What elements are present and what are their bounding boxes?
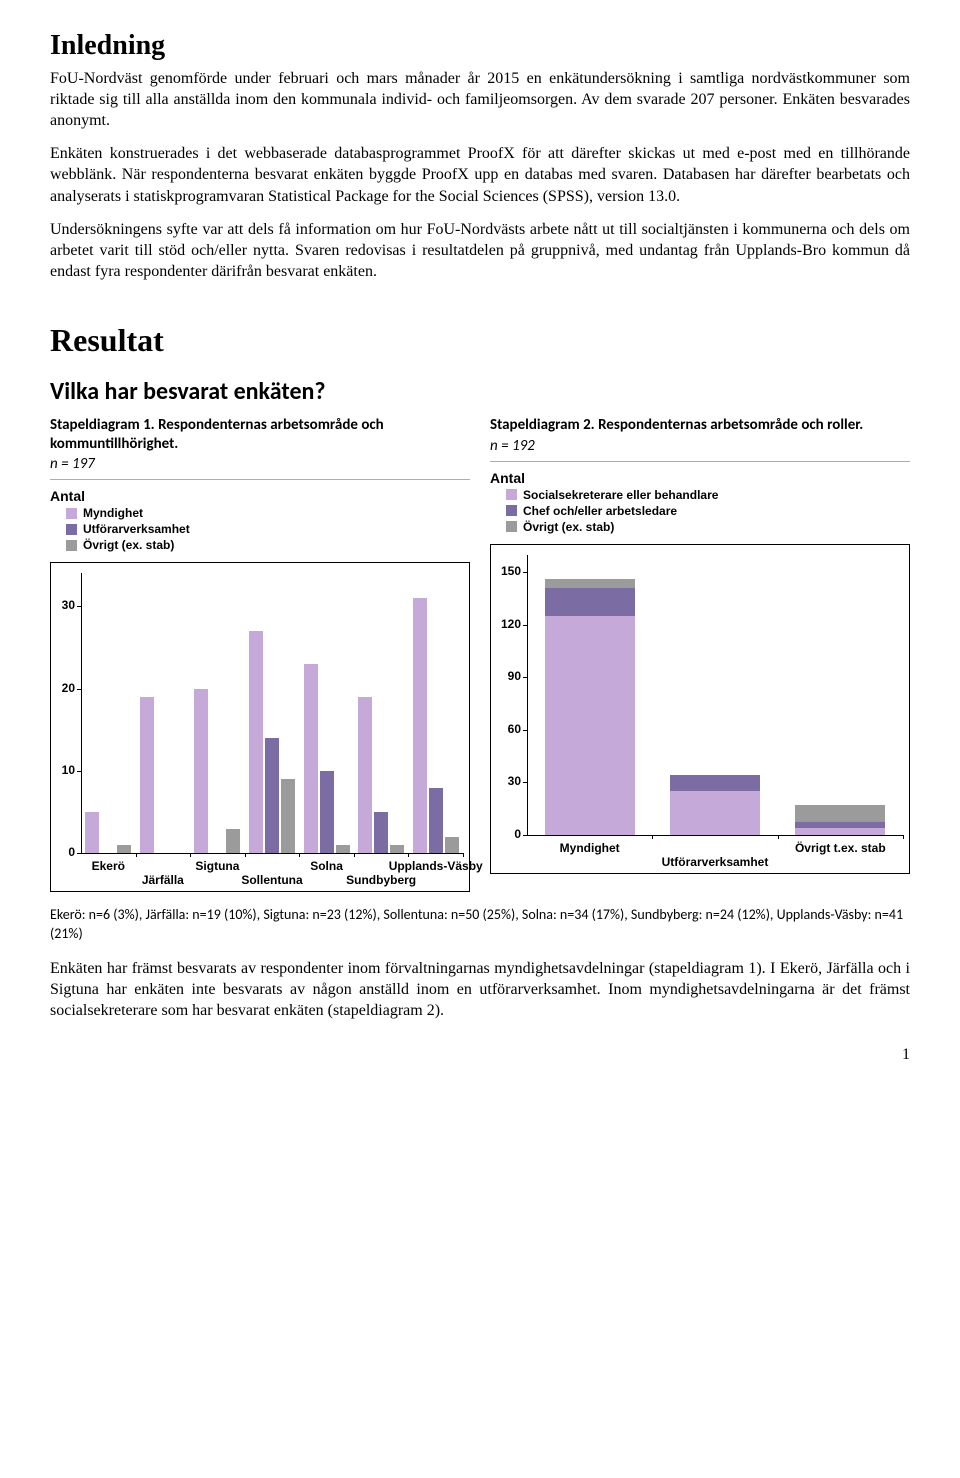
x-tick-label: Solna xyxy=(310,859,343,873)
legend-item: Övrigt (ex. stab) xyxy=(66,538,470,552)
y-tick-label: 30 xyxy=(51,598,75,612)
y-tick-label: 10 xyxy=(51,763,75,777)
bar xyxy=(226,829,240,854)
bar xyxy=(429,788,443,854)
bar xyxy=(140,697,154,853)
para-3: Undersökningens syfte var att dels få in… xyxy=(50,219,910,282)
x-tick-label: Myndighet xyxy=(560,841,620,855)
y-tick-label: 30 xyxy=(491,774,521,788)
para-2: Enkäten konstruerades i det webbaserade … xyxy=(50,143,910,206)
bar xyxy=(445,837,459,853)
bar xyxy=(374,812,388,853)
bar-segment xyxy=(545,616,635,835)
chart1-n: n = 197 xyxy=(50,455,470,473)
bar xyxy=(304,664,318,853)
bar xyxy=(390,845,404,853)
legend-item: Chef och/eller arbetsledare xyxy=(506,504,910,518)
x-tick-label: Sigtuna xyxy=(195,859,239,873)
bar xyxy=(320,771,334,853)
heading-inledning: Inledning xyxy=(50,30,910,62)
legend-swatch xyxy=(506,489,517,500)
y-tick-label: 150 xyxy=(491,564,521,578)
bar xyxy=(85,812,99,853)
bar-segment xyxy=(545,579,635,588)
bar xyxy=(265,738,279,853)
page-number: 1 xyxy=(50,1046,910,1064)
x-tick-label: Sundbyberg xyxy=(346,873,416,887)
bar-segment xyxy=(670,775,760,791)
x-tick-label: Övrigt t.ex. stab xyxy=(795,841,886,855)
footnote: Ekerö: n=6 (3%), Järfälla: n=19 (10%), S… xyxy=(50,906,910,944)
legend-label: Utförarverksamhet xyxy=(83,522,190,536)
chart1-column: Stapeldiagram 1. Respondenternas arbetso… xyxy=(50,416,470,893)
bar xyxy=(336,845,350,853)
legend-item: Myndighet xyxy=(66,506,470,520)
y-tick-label: 0 xyxy=(491,827,521,841)
y-tick-label: 20 xyxy=(51,681,75,695)
chart2-n: n = 192 xyxy=(490,437,910,455)
legend-swatch xyxy=(506,521,517,532)
x-tick-label: Järfälla xyxy=(142,873,184,887)
chart2-antal: Antal xyxy=(490,470,910,486)
bar-segment xyxy=(545,588,635,616)
legend-label: Chef och/eller arbetsledare xyxy=(523,504,677,518)
chart2-divider xyxy=(490,461,910,462)
y-tick-label: 90 xyxy=(491,669,521,683)
y-tick-label: 60 xyxy=(491,722,521,736)
legend-label: Myndighet xyxy=(83,506,143,520)
bar-segment xyxy=(795,822,885,827)
bar xyxy=(249,631,263,853)
legend-swatch xyxy=(506,505,517,516)
chart2-legend: Socialsekreterare eller behandlare Chef o… xyxy=(506,488,910,534)
chart2-title: Stapeldiagram 2. Respondenternas arbetso… xyxy=(490,416,910,435)
legend-item: Utförarverksamhet xyxy=(66,522,470,536)
subheading: Vilka har besvarat enkäten? xyxy=(50,377,910,406)
x-tick-label: Utförarverksamhet xyxy=(662,855,769,869)
bar xyxy=(281,779,295,853)
bar xyxy=(194,689,208,854)
legend-label: Övrigt (ex. stab) xyxy=(83,538,174,552)
bar-segment xyxy=(795,828,885,835)
y-tick-label: 120 xyxy=(491,617,521,631)
bar xyxy=(413,598,427,853)
chart1-legend: Myndighet Utförarverksamhet Övrigt (ex. st… xyxy=(66,506,470,552)
chart1-divider xyxy=(50,479,470,480)
chart1-antal: Antal xyxy=(50,488,470,504)
chart-row: Stapeldiagram 1. Respondenternas arbetso… xyxy=(50,416,910,893)
legend-swatch xyxy=(66,524,77,535)
legend-item: Socialsekreterare eller behandlare xyxy=(506,488,910,502)
legend-label: Övrigt (ex. stab) xyxy=(523,520,614,534)
y-tick-label: 0 xyxy=(51,845,75,859)
bar xyxy=(358,697,372,853)
chart1-area: 0 10 20 30 Ekerö Järfälla SigtunaSollentuna Sol… xyxy=(50,562,470,892)
chart2-area: 0 30 60 90 120 150 Myndighet Utförarverksamhet Ö… xyxy=(490,544,910,874)
x-tick-label: Ekerö xyxy=(92,859,125,873)
legend-label: Socialsekreterare eller behandlare xyxy=(523,488,718,502)
para-4: Enkäten har främst besvarats av responde… xyxy=(50,958,910,1021)
bar-segment xyxy=(670,791,760,835)
bar-segment xyxy=(795,805,885,823)
chart1-title: Stapeldiagram 1. Respondenternas arbetso… xyxy=(50,416,470,454)
heading-resultat: Resultat xyxy=(50,322,910,359)
bar xyxy=(117,845,131,853)
chart2-column: Stapeldiagram 2. Respondenternas arbetso… xyxy=(490,416,910,893)
x-tick-label: Sollentuna xyxy=(241,873,302,887)
x-tick-label: Upplands-Väsby xyxy=(389,859,483,873)
legend-item: Övrigt (ex. stab) xyxy=(506,520,910,534)
para-1: FoU-Nordväst genomförde under februari o… xyxy=(50,68,910,131)
legend-swatch xyxy=(66,508,77,519)
legend-swatch xyxy=(66,540,77,551)
